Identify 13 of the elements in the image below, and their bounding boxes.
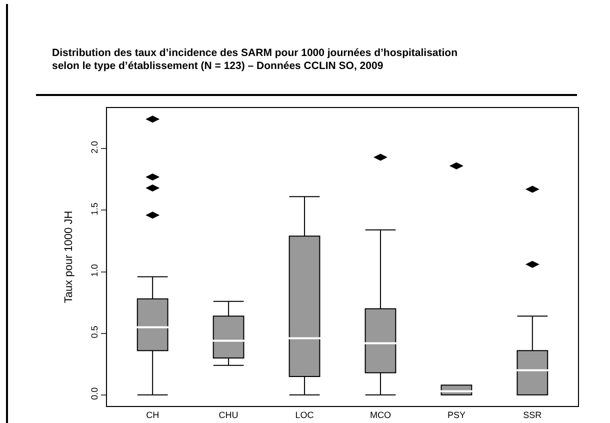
y-tick-label: 1.0 (89, 264, 100, 277)
y-tick-label: 0.5 (89, 326, 100, 338)
y-axis-title: Taux pour 1000 JH (63, 210, 76, 304)
chart-title: Distribution des taux d’incidence des SARM pour 1000 journées d’hospitalisation selon le type d’établissement (N = 123) – Données CCLIN SO, 2009 (52, 47, 458, 73)
x-tick-label: CHU (218, 410, 238, 420)
x-tick-label: PSY (447, 410, 466, 420)
x-tick-label: SSR (523, 410, 542, 420)
x-tick-label: LOC (295, 410, 314, 420)
y-tick-label: 1.5 (89, 202, 100, 216)
x-tick-label: MCO (370, 410, 391, 420)
x-tick-label: CH (146, 410, 160, 420)
y-tick-label: 2.0 (89, 141, 100, 154)
y-tick-label: 0.0 (89, 387, 100, 400)
